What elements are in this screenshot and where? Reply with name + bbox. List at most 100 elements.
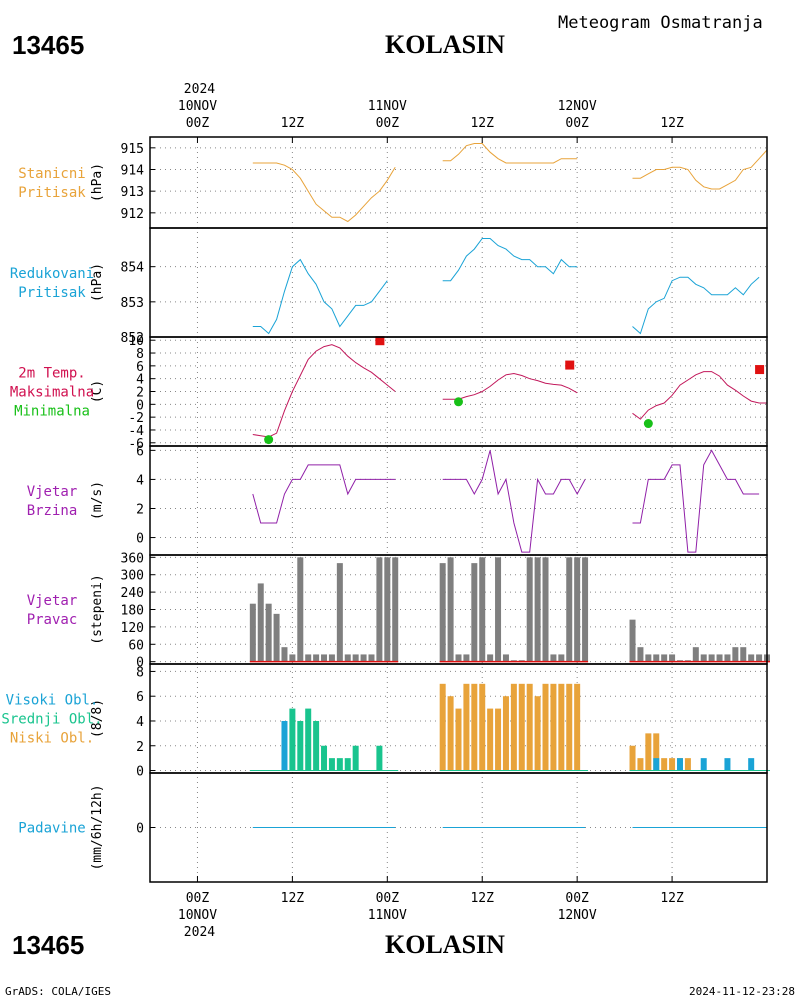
station-pressure-line [632,149,768,190]
y-tick-label: 913 [121,185,144,200]
x-year-label-bottom: 2024 [184,925,215,940]
wind-direction-bar [471,563,478,662]
cloud-bar [637,758,644,771]
panel-label: Stanicni [18,166,85,182]
reduced-pressure-line [632,276,760,335]
y-tick-label: 915 [121,142,144,157]
station-name-bottom: KOLASIN [385,930,505,959]
cloud-bar [550,683,557,771]
cloud-bar [305,708,312,771]
station-name-top: KOLASIN [385,30,505,59]
wind-direction-bar [716,654,723,662]
y-tick-label: 4 [136,473,144,488]
panel-label: Visoki Obl. [6,693,99,709]
x-midday-label-top: 12Z [470,116,494,131]
cloud-bar [352,745,359,771]
x-date-label-bottom: 12NOV [558,908,597,923]
wind-direction-bar [321,654,328,662]
x-hour-label-top: 00Z [565,116,589,131]
wind-direction-bar [439,563,446,662]
wind-direction-bar [313,654,320,662]
y-tick-label: 914 [121,164,145,179]
y-axis-unit: (stepeni) [90,574,105,644]
panel-label: 2m Temp. [18,366,85,382]
x-midday-label-top: 12Z [660,116,684,131]
panel-frame [149,554,768,665]
x-date-label-top: 12NOV [558,99,597,114]
y-tick-label: 6 [136,444,144,459]
wind-direction-bar [297,557,304,662]
wind-direction-bar [653,654,660,662]
x-hour-label-bottom: 00Z [565,891,589,906]
x-date-label-top: 11NOV [368,99,407,114]
wind-direction-bar [637,647,644,662]
y-tick-label: 6 [136,690,144,705]
cloud-bar [471,683,478,771]
station-id-bottom: 13465 [12,930,85,960]
x-hour-label-bottom: 00Z [186,891,210,906]
panel-frame [149,445,768,556]
y-tick-label: 4 [136,715,144,730]
y-tick-label: 180 [121,604,144,619]
wind-direction-bar [558,654,565,662]
wind-direction-bar [756,654,763,662]
panel-label: Vjetar [27,593,78,609]
panel-label: Redukovani [10,266,94,282]
wind-direction-bar [257,583,264,662]
y-tick-label: 853 [121,296,144,311]
reduced-pressure-line [252,258,388,335]
reduced-pressure-line [442,238,578,282]
panel-label: Minimalna [14,404,90,420]
y-tick-label: 8 [136,347,144,362]
footer-credit: GrADS: COLA/IGES [5,985,111,998]
wind-direction-bar [447,557,454,662]
cloud-bar [526,683,533,771]
wind-direction-bar [392,557,399,662]
y-tick-label: 120 [121,621,144,636]
panel-label: Padavine [18,821,85,837]
wind-direction-bar [336,563,343,662]
y-tick-label: 852 [121,331,144,346]
cloud-bar [518,683,525,771]
wind-direction-bar [700,654,707,662]
cloud-bar [439,683,446,771]
y-tick-label: 8 [136,665,144,680]
cloud-bar [447,696,454,771]
cloud-bar [344,758,351,771]
cloud-bar [297,720,304,771]
temperature-line [252,344,396,438]
y-tick-label: 2 [136,502,144,517]
y-tick-label: 10 [128,334,144,349]
cloud-bar [463,683,470,771]
panel-label: Pritisak [18,285,86,301]
cloud-bar [669,758,676,771]
wind-direction-bar [479,557,486,662]
wind-direction-bar [249,603,256,662]
x-hour-label-top: 00Z [186,116,210,131]
wind-direction-bar [265,603,272,662]
wind-direction-bar [534,557,541,662]
y-tick-label: 240 [121,586,144,601]
wind-direction-bar [645,654,652,662]
cloud-bar [376,745,383,771]
meteogram-title: Meteogram Osmatranja [558,13,763,33]
wind-direction-bar [708,654,715,662]
wind-direction-bar [487,654,494,662]
x-midday-label-bottom: 12Z [470,891,494,906]
wind-direction-bar [376,557,383,662]
wind-direction-bar [495,557,502,662]
y-tick-label: 0 [136,656,144,671]
panel-label: Niski Obl. [10,731,94,747]
wind-direction-bar [669,654,676,662]
wind-direction-bar [582,557,589,662]
tmax-marker [565,360,575,370]
y-tick-label: 0 [136,532,144,547]
wind-direction-bar [732,647,739,662]
cloud-bar [510,683,517,771]
y-tick-label: 300 [121,569,144,584]
cloud-bar [502,696,509,771]
cloud-bar [653,758,660,771]
cloud-bar [684,758,691,771]
wind-direction-bar [661,654,668,662]
wind-direction-bar [368,654,375,662]
